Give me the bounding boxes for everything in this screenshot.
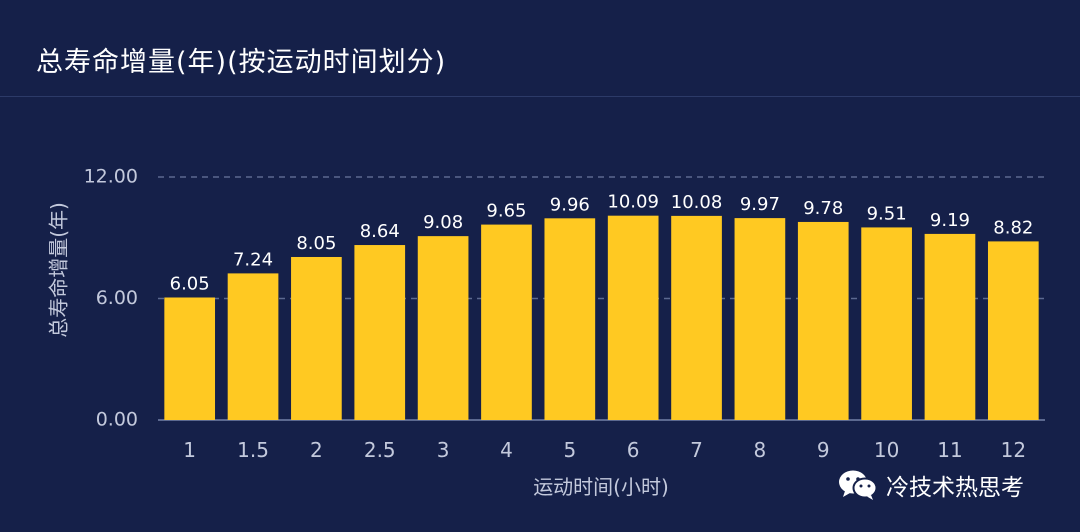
bar-value-labels: 6.05 7.24 8.05 8.64 9.08 9.65 9.96 10.09 10.08 9.…: [170, 192, 1034, 295]
x-tick-label: 1.5: [237, 438, 269, 462]
bar: [354, 245, 406, 420]
watermark: 冷技术热思考: [838, 468, 1024, 502]
bar: [797, 221, 849, 420]
bar: [607, 215, 659, 420]
bar: [164, 297, 216, 420]
x-tick-label: 9: [817, 438, 830, 462]
x-tick-label: 12: [1001, 438, 1026, 462]
y-tick-label: 6.00: [96, 287, 138, 309]
x-tick-label: 4: [500, 438, 513, 462]
bar: [544, 218, 596, 420]
bar-value-label: 9.97: [740, 194, 780, 215]
bar: [734, 218, 786, 420]
x-tick-label: 2: [310, 438, 323, 462]
bar-value-label: 9.19: [930, 210, 970, 231]
x-tick-label: 1: [183, 438, 196, 462]
x-axis-label: 运动时间(小时): [533, 475, 669, 499]
wechat-icon: [839, 470, 878, 500]
x-tick-label: 6: [627, 438, 640, 462]
bar-value-label: 6.05: [170, 273, 210, 294]
bar: [671, 215, 722, 420]
bar-value-label: 8.05: [296, 233, 336, 254]
bar: [481, 224, 532, 420]
x-tick-label: 2.5: [364, 438, 396, 462]
bar: [227, 273, 279, 420]
bar: [291, 256, 342, 420]
bar-value-label: 9.51: [867, 203, 907, 224]
x-tick-label: 3: [437, 438, 450, 462]
bar: [987, 241, 1039, 420]
bar: [924, 233, 976, 420]
x-tick-label: 11: [937, 438, 962, 462]
watermark-text: 冷技术热思考: [886, 475, 1024, 501]
bar: [417, 236, 469, 420]
bar-value-label: 7.24: [233, 249, 273, 270]
bar-value-label: 8.82: [993, 217, 1033, 238]
bar-value-label: 10.08: [671, 192, 723, 213]
bar-value-label: 9.78: [803, 198, 843, 219]
bars: [164, 215, 1039, 420]
chart-title: 总寿命增量(年)(按运动时间划分): [36, 47, 447, 78]
x-axis-ticks: 1 1.5 2 2.5 3 4 5 6 7 8 9 10 11 12: [183, 438, 1026, 462]
bar-value-label: 9.96: [550, 194, 590, 215]
x-tick-label: 5: [563, 438, 576, 462]
bar-value-label: 9.65: [486, 201, 526, 222]
title-divider: [0, 96, 1080, 97]
bar: [861, 227, 912, 420]
y-axis-ticks: 0.00 6.00 12.00: [84, 166, 138, 431]
bar-value-label: 10.09: [607, 192, 659, 213]
y-tick-label: 0.00: [96, 409, 138, 431]
bar-value-label: 8.64: [360, 221, 400, 242]
x-tick-label: 8: [754, 438, 767, 462]
y-axis-label: 总寿命增量(年): [47, 202, 71, 338]
y-tick-label: 12.00: [84, 166, 138, 188]
bar-value-label: 9.08: [423, 212, 463, 233]
x-tick-label: 7: [690, 438, 703, 462]
x-tick-label: 10: [874, 438, 899, 462]
